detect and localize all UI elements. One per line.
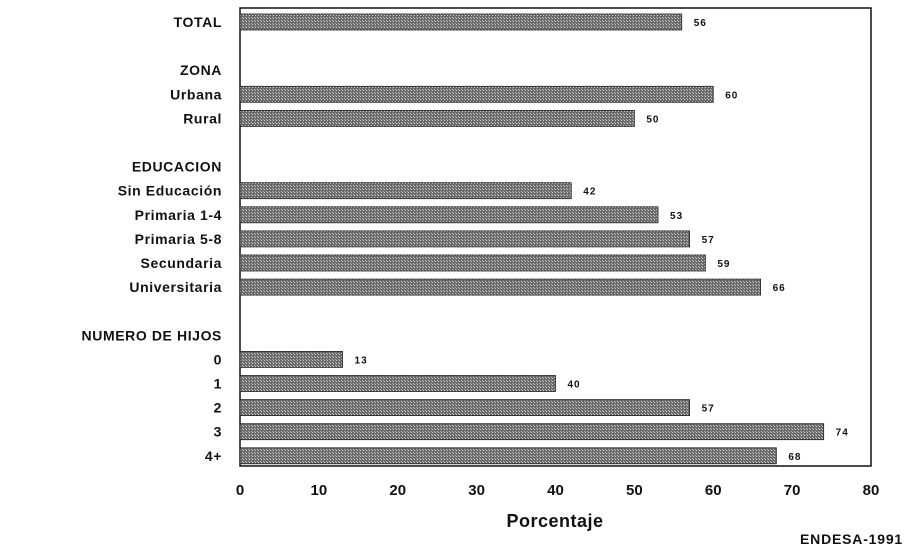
bar-universitaria bbox=[239, 278, 761, 296]
x-tick-label: 30 bbox=[468, 482, 485, 499]
bars-group: 56 60 50 42 53 57 59 66 13 40 57 74 68 bbox=[239, 13, 849, 465]
value-label-2: 57 bbox=[702, 404, 715, 415]
value-label-4: 68 bbox=[788, 452, 801, 463]
value-label-3: 74 bbox=[836, 428, 849, 439]
x-tick-label: 40 bbox=[547, 482, 564, 499]
bar-secundaria bbox=[239, 254, 706, 272]
x-tick-label: 70 bbox=[784, 482, 801, 499]
x-tick-label: 0 bbox=[236, 482, 244, 499]
bar-3 bbox=[239, 423, 825, 441]
x-tick-label: 10 bbox=[311, 482, 328, 499]
bar-rural bbox=[239, 110, 635, 127]
x-axis-title: Porcentaje bbox=[506, 511, 603, 531]
value-label-universitaria: 66 bbox=[773, 283, 786, 294]
bar-0 bbox=[239, 350, 343, 368]
x-tick-label: 50 bbox=[626, 482, 643, 499]
category-label-3: 3 bbox=[214, 424, 222, 440]
category-label-sin-educaci-n: Sin Educación bbox=[118, 183, 222, 199]
bar-sin-educaci-n bbox=[239, 182, 572, 200]
category-label-0: 0 bbox=[214, 351, 222, 367]
x-tick-label: 60 bbox=[705, 482, 722, 499]
value-label-0: 13 bbox=[355, 355, 368, 366]
bar-total bbox=[239, 13, 683, 31]
value-label-1: 40 bbox=[568, 380, 581, 391]
x-ticks-group: 0 10 20 30 40 50 60 70 80 bbox=[236, 482, 880, 499]
category-label-primaria-5-8: Primaria 5-8 bbox=[135, 231, 222, 247]
value-label-total: 56 bbox=[694, 18, 707, 29]
value-label-secundaria: 59 bbox=[717, 259, 730, 270]
bar-2 bbox=[239, 399, 690, 417]
bar-primaria-5-8 bbox=[239, 230, 690, 248]
group-header-numero-de-hijos: NUMERO DE HIJOS bbox=[82, 327, 222, 343]
bar-4 bbox=[239, 447, 777, 465]
value-label-urbana: 60 bbox=[725, 90, 738, 101]
value-label-primaria-1-4: 53 bbox=[670, 211, 683, 222]
group-header-zona: ZONA bbox=[180, 62, 222, 78]
bar-urbana bbox=[239, 85, 714, 103]
category-label-2: 2 bbox=[214, 400, 222, 416]
category-label-universitaria: Universitaria bbox=[129, 279, 222, 295]
category-label-4: 4+ bbox=[205, 448, 222, 464]
value-label-sin-educaci-n: 42 bbox=[583, 187, 596, 198]
category-label-primaria-1-4: Primaria 1-4 bbox=[135, 207, 222, 223]
category-labels-group: TOTAL ZONA Urbana Rural EDUCACION Sin Educaci… bbox=[82, 14, 222, 464]
value-label-primaria-5-8: 57 bbox=[702, 235, 715, 246]
category-label-secundaria: Secundaria bbox=[141, 255, 222, 271]
group-header-educacion: EDUCACION bbox=[132, 159, 222, 175]
x-tick-label: 20 bbox=[389, 482, 406, 499]
category-label-rural: Rural bbox=[183, 110, 222, 126]
bar-primaria-1-4 bbox=[239, 206, 659, 224]
x-tick-label: 80 bbox=[863, 482, 880, 499]
category-label-urbana: Urbana bbox=[170, 86, 222, 102]
source-label: ENDESA-1991 bbox=[800, 531, 903, 547]
category-label-1: 1 bbox=[214, 376, 222, 392]
value-label-rural: 50 bbox=[646, 114, 659, 125]
category-label-total: TOTAL bbox=[174, 14, 222, 30]
bar-1 bbox=[239, 375, 556, 392]
